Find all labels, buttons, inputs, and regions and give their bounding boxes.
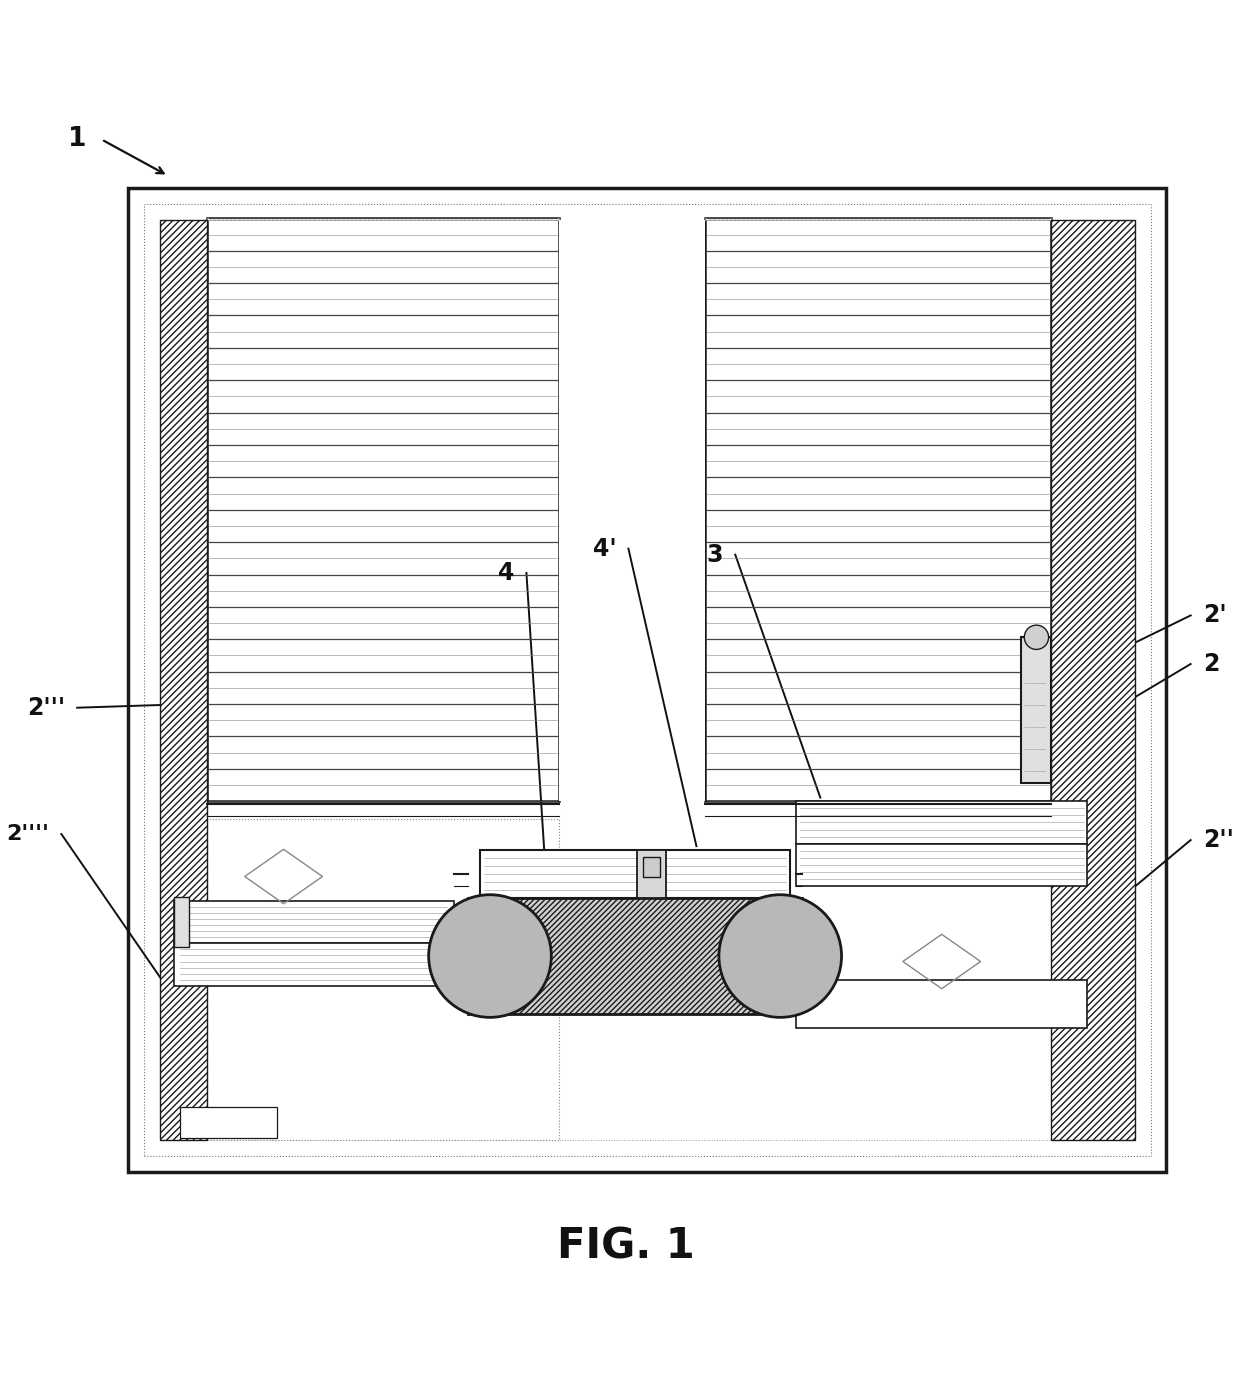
Text: 2'': 2'' <box>1203 828 1234 852</box>
Circle shape <box>1024 625 1049 649</box>
Circle shape <box>719 895 842 1018</box>
Bar <box>160 219 207 1141</box>
Text: 5: 5 <box>1102 385 1118 409</box>
Bar <box>704 218 1052 801</box>
Text: 1: 1 <box>68 127 87 152</box>
Text: 2: 2 <box>1203 652 1219 676</box>
Bar <box>1052 219 1135 1141</box>
Text: 2': 2' <box>1203 603 1226 627</box>
Text: 2''': 2''' <box>27 695 64 720</box>
Bar <box>207 801 1052 1141</box>
Bar <box>559 219 704 801</box>
Bar <box>207 819 559 1141</box>
Bar <box>480 850 790 899</box>
Bar <box>1021 638 1052 783</box>
Bar <box>1052 219 1135 1141</box>
Circle shape <box>429 895 552 1018</box>
Bar <box>207 218 559 801</box>
Bar <box>175 944 454 986</box>
Text: FIG. 1: FIG. 1 <box>557 1226 694 1268</box>
Bar <box>144 204 1151 1156</box>
Bar <box>160 219 207 1141</box>
Text: 4: 4 <box>498 561 515 585</box>
Bar <box>644 857 661 877</box>
Bar <box>796 843 1087 886</box>
Bar <box>469 899 802 1013</box>
Bar <box>175 898 188 946</box>
Bar <box>175 900 454 944</box>
Text: 2'''': 2'''' <box>6 824 50 845</box>
Text: 3: 3 <box>707 543 723 567</box>
Bar <box>796 980 1087 1029</box>
Text: 4': 4' <box>593 536 616 561</box>
Bar <box>160 219 1135 1141</box>
Bar <box>128 188 1167 1171</box>
Bar <box>796 801 1087 843</box>
Bar <box>637 850 666 899</box>
Bar <box>180 1107 278 1138</box>
